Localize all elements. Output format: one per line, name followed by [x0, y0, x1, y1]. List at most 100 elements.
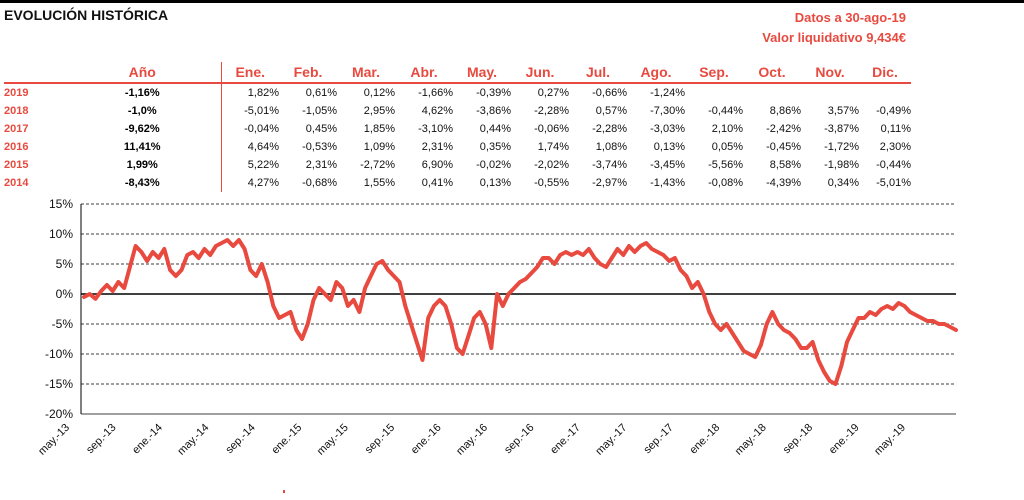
monthly-return-cell: 2,30%	[879, 141, 911, 153]
column-header: Jun.	[511, 62, 569, 84]
monthly-return-cell: -1,24%	[650, 87, 685, 99]
column-header: Año	[64, 62, 222, 84]
column-header: Nov.	[801, 62, 859, 84]
nav-line: Valor liquidativo 9,434€	[762, 30, 906, 45]
monthly-return-cell: -5,01%	[876, 177, 911, 189]
annual-return-cell: -1,0%	[64, 102, 222, 120]
monthly-return-cell: -2,28%	[592, 123, 627, 135]
monthly-return-cell: 4,64%	[247, 141, 279, 153]
monthly-return-cell: -0,55%	[534, 177, 569, 189]
monthly-return-cell: 1,82%	[247, 87, 279, 99]
monthly-return-cell: -3,86%	[476, 105, 511, 117]
monthly-return-cell: -1,72%	[824, 141, 859, 153]
monthly-return-cell: -0,02%	[476, 159, 511, 171]
table-row: 2015 1,99% 5,22% 2,31% -2,72% 6,90% -0,02% -2,0…	[4, 156, 911, 174]
column-header: May.	[453, 62, 511, 84]
x-tick-label: sep.-18	[781, 422, 815, 456]
x-tick-label: may.-17	[593, 422, 629, 458]
x-tick-label: ene.-18	[687, 422, 722, 457]
x-tick-label: may.-15	[315, 422, 351, 458]
y-tick-label: -5%	[52, 317, 74, 331]
fund-info: Datos a 30-ago-19 Valor liquidativo 9,43…	[762, 8, 906, 48]
monthly-return-cell: -0,08%	[708, 177, 743, 189]
x-tick-label: may.-13	[36, 422, 72, 458]
monthly-return-cell: 0,34%	[827, 177, 859, 189]
monthly-return-cell: -3,74%	[592, 159, 627, 171]
monthly-return-cell: 0,45%	[305, 123, 337, 135]
monthly-return-cell: 5,22%	[247, 159, 279, 171]
monthly-return-cell: -2,72%	[360, 159, 395, 171]
year-cell: 2018	[4, 105, 29, 117]
monthly-return-cell: 0,41%	[421, 177, 453, 189]
monthly-return-cell: -2,42%	[766, 123, 801, 135]
x-tick-label: may.-14	[175, 422, 211, 458]
table-row: 2018 -1,0% -5,01% -1,05% 2,95% 4,62% -3,86% -2,…	[4, 102, 911, 120]
monthly-return-cell: -0,49%	[876, 105, 911, 117]
column-header: Abr.	[395, 62, 453, 84]
year-cell: 2016	[4, 141, 29, 153]
monthly-return-cell	[801, 83, 859, 102]
monthly-return-cell: -0,44%	[876, 159, 911, 171]
monthly-return-cell: 4,27%	[247, 177, 279, 189]
annual-return-cell: -1,16%	[64, 83, 222, 102]
x-tick-label: sep.-15	[363, 422, 397, 456]
date-line: Datos a 30-ago-19	[794, 10, 906, 25]
monthly-return-cell: -3,87%	[824, 123, 859, 135]
monthly-return-cell: -2,02%	[534, 159, 569, 171]
monthly-return-cell: -1,98%	[824, 159, 859, 171]
annual-return-cell: -8,43%	[64, 174, 222, 192]
column-header: Ene.	[221, 62, 279, 84]
annual-return-cell: -9,62%	[64, 120, 222, 138]
monthly-return-cell: -0,53%	[302, 141, 337, 153]
table-row: 2017 -9,62% -0,04% 0,45% 1,85% -3,10% 0,44% -0,…	[4, 120, 911, 138]
monthly-return-cell: -3,10%	[418, 123, 453, 135]
annual-return-cell: 11,41%	[64, 138, 222, 156]
x-tick-label: may.-19	[872, 422, 908, 458]
x-tick-label: ene.-19	[827, 422, 862, 457]
column-header: Mar.	[337, 62, 395, 84]
monthly-return-cell: -5,01%	[244, 105, 279, 117]
y-tick-label: -10%	[45, 347, 73, 361]
monthly-return-cell: 2,31%	[421, 141, 453, 153]
annual-return-cell: 1,99%	[64, 156, 222, 174]
table-row: 2019 -1,16% 1,82% 0,61% 0,12% -1,66% -0,39% 0,2…	[4, 83, 911, 102]
monthly-return-cell: -0,39%	[476, 87, 511, 99]
monthly-return-cell: 2,10%	[711, 123, 743, 135]
monthly-return-cell: -3,45%	[650, 159, 685, 171]
x-tick-label: ene.-17	[548, 422, 583, 457]
monthly-return-cell: -2,97%	[592, 177, 627, 189]
monthly-return-cell: 2,95%	[363, 105, 395, 117]
page-title: EVOLUCIÓN HISTÓRICA	[4, 7, 169, 23]
monthly-return-cell: -0,44%	[708, 105, 743, 117]
column-header: Sep.	[685, 62, 743, 84]
monthly-return-cell: 0,27%	[537, 87, 569, 99]
monthly-return-cell: 8,86%	[769, 105, 801, 117]
series-line	[82, 238, 958, 386]
monthly-return-cell: 1,08%	[595, 141, 627, 153]
monthly-return-cell: 0,44%	[479, 123, 511, 135]
monthly-return-cell: -5,56%	[708, 159, 743, 171]
top-rule	[0, 0, 1024, 3]
monthly-return-cell: -0,06%	[534, 123, 569, 135]
year-cell: 2015	[4, 159, 29, 171]
table-header-row: Año Ene. Feb. Mar. Abr. May. Jun. Jul. A…	[4, 62, 911, 84]
monthly-return-cell: 0,11%	[880, 123, 911, 135]
red-mark	[283, 490, 285, 493]
returns-table: Año Ene. Feb. Mar. Abr. May. Jun. Jul. A…	[4, 62, 911, 192]
monthly-return-cell: 3,57%	[827, 105, 859, 117]
monthly-return-cell: -2,28%	[534, 105, 569, 117]
year-cell: 2014	[4, 177, 29, 189]
y-tick-label: -15%	[45, 377, 73, 391]
y-tick-label: 15%	[49, 197, 73, 211]
monthly-return-cell	[685, 83, 743, 102]
monthly-return-cell: 0,61%	[305, 87, 337, 99]
monthly-return-cell: 1,09%	[363, 141, 395, 153]
table-body: 2019 -1,16% 1,82% 0,61% 0,12% -1,66% -0,39% 0,2…	[4, 83, 911, 192]
monthly-return-cell: 0,05%	[711, 141, 743, 153]
monthly-return-cell: 2,31%	[305, 159, 337, 171]
monthly-return-cell: -4,39%	[766, 177, 801, 189]
monthly-return-cell: -0,04%	[244, 123, 279, 135]
table-row: 2016 11,41% 4,64% -0,53% 1,09% 2,31% 0,35% 1,74…	[4, 138, 911, 156]
monthly-return-cell	[743, 83, 801, 102]
column-header: Oct.	[743, 62, 801, 84]
